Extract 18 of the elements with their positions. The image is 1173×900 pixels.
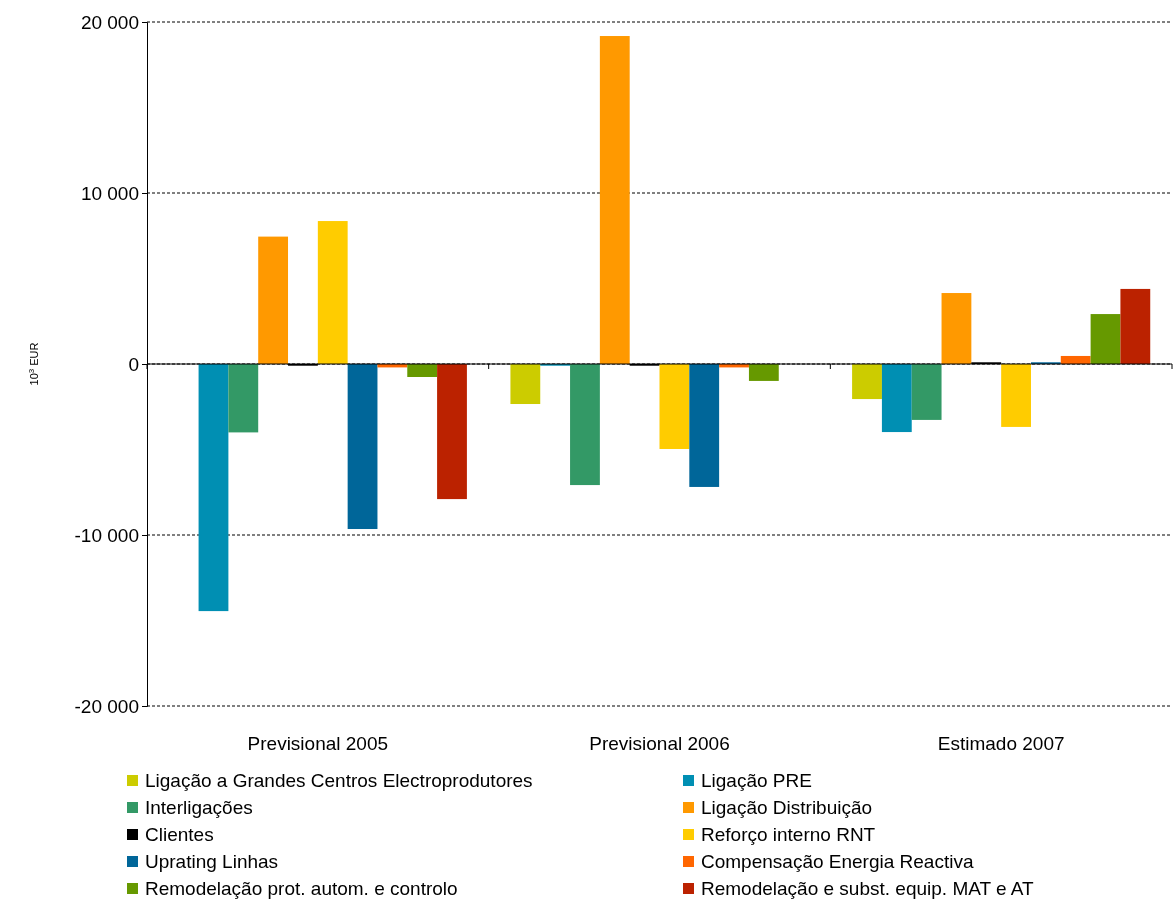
- legend-label: Interligações: [145, 797, 253, 818]
- x-tick-label: Previsional 2005: [247, 733, 389, 754]
- x-tick-label: Estimado 2007: [937, 733, 1065, 754]
- legend-label: Remodelação e subst. equip. MAT e AT: [701, 878, 1035, 899]
- legend-label: Ligação PRE: [701, 770, 812, 791]
- legend-label: Ligação Distribuição: [701, 797, 873, 818]
- legend-label: Reforço interno RNT: [701, 824, 876, 845]
- y-tick-label: -10 000: [74, 524, 139, 546]
- legend-label: Ligação a Grandes Centros Electroprodutores: [145, 770, 533, 791]
- y-tick-label: 20 000: [80, 11, 139, 33]
- y-tick-label: 0: [128, 353, 139, 375]
- y-tick-label: -20 000: [74, 695, 139, 717]
- y-tick-label: 10 000: [80, 182, 139, 204]
- legend-label: Remodelação prot. autom. e controlo: [145, 878, 458, 899]
- legend-label: Clientes: [145, 824, 214, 845]
- legend-label: Uprating Linhas: [145, 851, 279, 872]
- x-tick-label: Previsional 2006: [589, 733, 730, 754]
- legend-label: Compensação Energia Reactiva: [701, 851, 974, 872]
